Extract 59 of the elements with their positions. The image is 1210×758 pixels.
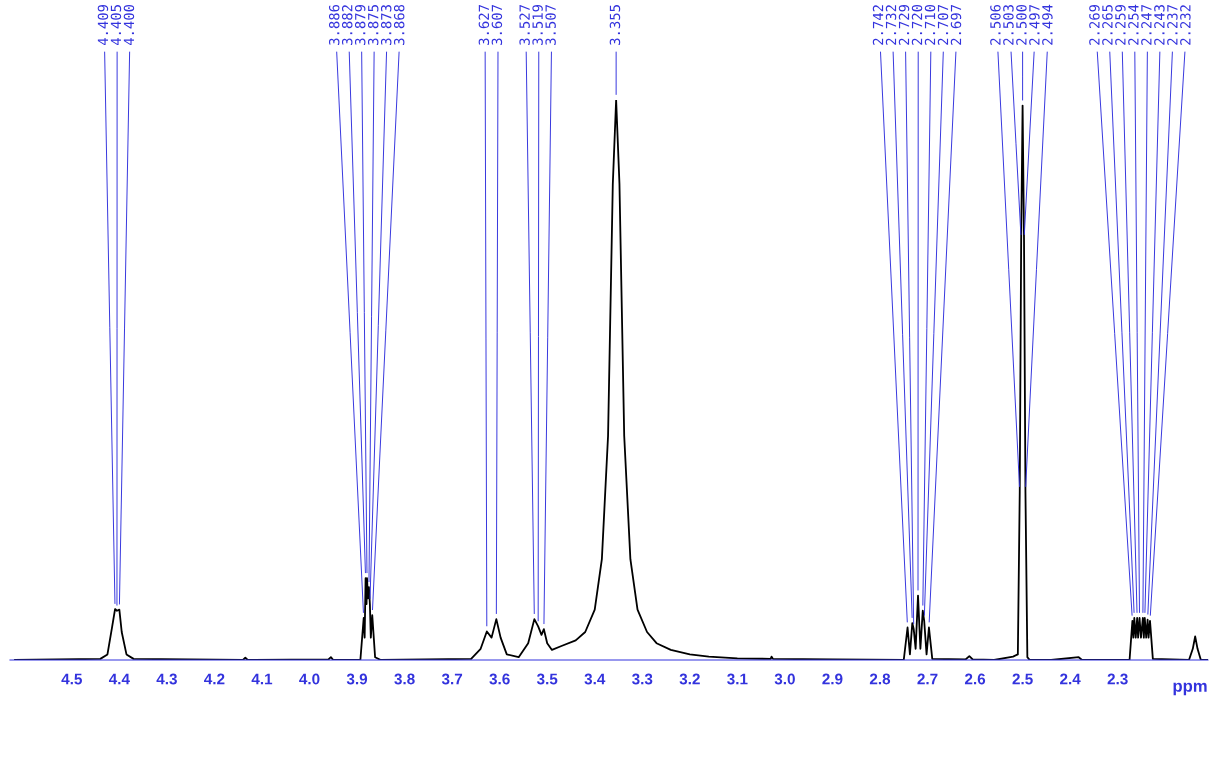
annotation: 3.873: [380, 5, 392, 45]
x-tick-label: 2.4: [1060, 673, 1081, 685]
x-tick-label: 4.1: [251, 673, 273, 685]
x-tick-label: 4.4: [108, 673, 130, 685]
annotation: 3.868: [393, 4, 405, 45]
x-tick-label: 2.3: [1107, 673, 1128, 685]
x-tick-label: 4.2: [204, 673, 225, 685]
x-tick-label: 2.8: [869, 673, 891, 685]
annotation: 2.732: [885, 5, 897, 45]
x-tick-label: 3.3: [632, 673, 653, 685]
annotation: 3.607: [491, 5, 503, 45]
x-tick-label: 3.6: [489, 673, 510, 685]
x-tick-label: 3.2: [679, 673, 700, 685]
annotation: 3.355: [609, 5, 621, 45]
x-tick-label: 3.4: [584, 673, 606, 685]
x-tick-label: 2.7: [917, 673, 938, 685]
annotation: 2.729: [898, 4, 910, 45]
x-tick-label: 3.5: [536, 673, 558, 685]
annotation: 3.527: [519, 5, 530, 45]
annotation: 2.500: [1016, 4, 1027, 45]
annotation: 3.627: [478, 5, 490, 45]
annotation: 2.232: [1180, 5, 1191, 45]
annotation: 2.720: [911, 4, 923, 45]
annotation: 2.497: [1029, 5, 1040, 45]
annotation: 3.882: [341, 5, 353, 45]
annotation: 3.875: [367, 5, 379, 45]
x-axis-title: ppm: [1173, 682, 1207, 696]
annotation: 2.269: [1089, 4, 1100, 45]
annotation: 2.707: [937, 5, 949, 45]
x-tick-label: 3.9: [346, 673, 368, 685]
x-tick-label: 4.0: [299, 673, 320, 685]
annotation: 2.259: [1115, 4, 1126, 45]
annotation: 3.507: [545, 5, 556, 45]
annotation: 2.697: [950, 5, 962, 45]
x-tick-label: 2.5: [1012, 673, 1033, 685]
x-tick-label: 2.9: [822, 673, 843, 685]
annotation: 3.879: [354, 4, 366, 45]
annotation: 3.886: [328, 4, 340, 45]
x-tick-label: 3.1: [727, 673, 748, 685]
annotation: 2.710: [924, 4, 936, 45]
annotation: 2.503: [1003, 5, 1014, 45]
annotation: 2.494: [1042, 4, 1053, 45]
x-tick-label: 3.0: [774, 673, 795, 685]
annotation: 2.506: [990, 4, 1001, 45]
annotation: 2.254: [1128, 4, 1139, 45]
annotation: 4.409: [97, 4, 109, 46]
x-tick-label: 3.7: [441, 673, 463, 685]
annotation: 4.400: [123, 4, 135, 46]
x-tick-label: 3.8: [394, 673, 415, 685]
x-tick-label: 4.3: [156, 673, 177, 685]
x-tick-label: 4.5: [61, 673, 82, 685]
annotation: 2.247: [1141, 5, 1152, 45]
x-tick-label: 2.6: [964, 673, 986, 685]
annotation: 3.519: [532, 4, 543, 45]
annotation: 4.405: [110, 5, 122, 46]
annotation: 2.265: [1102, 5, 1113, 45]
annotation: 2.742: [872, 5, 884, 45]
annotation: 2.237: [1167, 5, 1178, 45]
annotation: 2.243: [1154, 5, 1165, 45]
